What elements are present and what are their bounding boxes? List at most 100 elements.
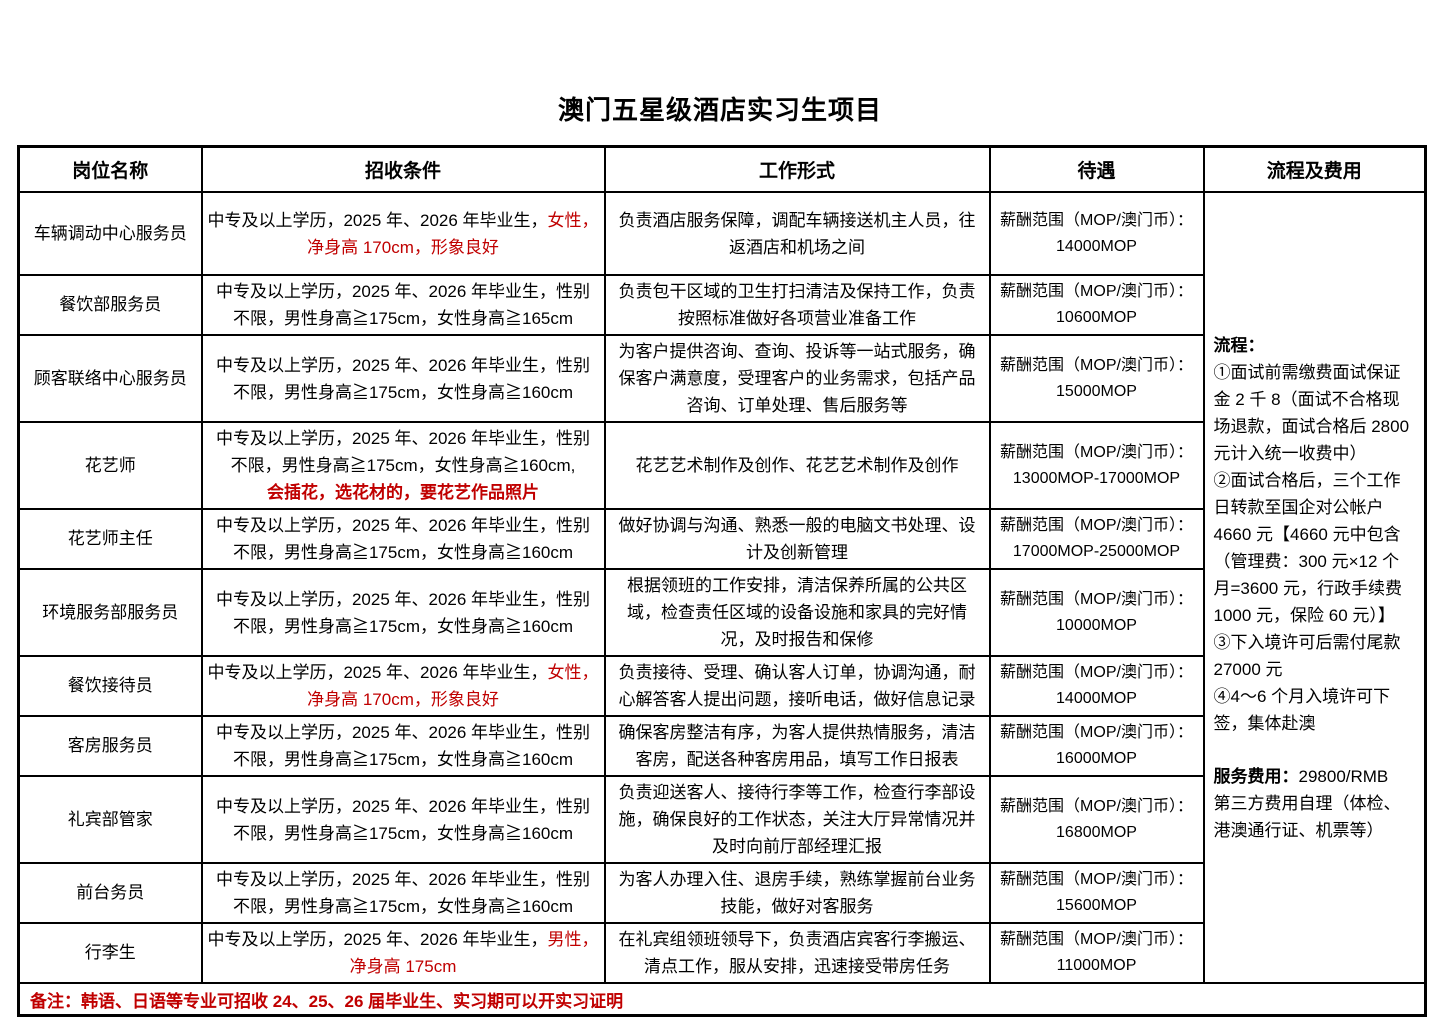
condition-cell: 中专及以上学历，2025 年、2026 年毕业生，男性， 净身高 175cm xyxy=(200,922,606,984)
header-row: 岗位名称 招收条件 工作形式 待遇 流程及费用 xyxy=(17,145,1427,193)
salary-value: 15000MOP xyxy=(1056,382,1137,400)
salary-prefix: 薪酬范围（MOP/澳门币）： xyxy=(1000,356,1193,374)
condition-line: 中专及以上学历，2025 年、2026 年毕业生，性别 xyxy=(207,793,600,820)
position-cell: 顾客联络中心服务员 xyxy=(17,334,203,423)
condition-text: 中专及以上学历，2025 年、2026 年毕业生， xyxy=(207,210,548,230)
column-header-conditions: 招收条件 xyxy=(200,145,606,193)
work-format-cell: 为客户提供咨询、查询、投诉等一站式服务，确保客户满意度，受理客户的业务需求，包括… xyxy=(603,334,991,423)
condition-cell: 中专及以上学历，2025 年、2026 年毕业生，女性， 净身高 170cm，形象… xyxy=(200,191,606,276)
salary-value: 14000MOP xyxy=(1056,237,1137,255)
condition-text: 不限，男性身高≧175cm，女性身高≧160cm xyxy=(232,897,574,916)
salary-cell: 薪酬范围（MOP/澳门币）： 15600MOP xyxy=(988,862,1205,924)
salary-value: 16800MOP xyxy=(1056,823,1137,841)
process-step: ①面试前需缴费面试保证金 2 千 8（面试不合格现场退款，面试合格后 2800 … xyxy=(1213,362,1410,463)
condition-text: 中专及以上学历，2025 年、2026 年毕业生，性别 xyxy=(215,355,591,375)
salary-prefix: 薪酬范围（MOP/澳门币）： xyxy=(1000,664,1193,681)
condition-cell: 中专及以上学历，2025 年、2026 年毕业生，性别 不限，男性身高≧175cm… xyxy=(200,862,606,924)
position-cell: 花艺师主任 xyxy=(17,508,203,570)
condition-line: 不限，男性身高≧175cm，女性身高≧160cm xyxy=(207,746,600,773)
condition-line: 中专及以上学历，2025 年、2026 年毕业生，性别 xyxy=(207,586,600,613)
salary-cell: 薪酬范围（MOP/澳门币）： 17000MOP-25000MOP xyxy=(988,508,1205,570)
condition-line: 不限，男性身高≧175cm，女性身高≧160cm, xyxy=(207,452,600,479)
position-cell: 行李生 xyxy=(17,922,203,984)
table-row: 行李生 中专及以上学历，2025 年、2026 年毕业生，男性， 净身高 175cm… xyxy=(17,922,1426,984)
position-cell: 礼宾部管家 xyxy=(17,775,203,864)
condition-text: 会插花，选花材的，要花艺作品照片 xyxy=(267,483,539,502)
condition-text: 不限，男性身高≧175cm，女性身高≧160cm xyxy=(232,382,574,402)
condition-line: 不限，男性身高≧175cm，女性身高≧160cm xyxy=(207,613,600,640)
condition-line: 中专及以上学历，2025 年、2026 年毕业生，性别 xyxy=(207,512,600,539)
table-header: 岗位名称 招收条件 工作形式 待遇 流程及费用 xyxy=(17,145,1427,193)
condition-text: 中专及以上学历，2025 年、2026 年毕业生， xyxy=(207,663,548,682)
position-cell: 车辆调动中心服务员 xyxy=(17,191,203,276)
condition-line: 中专及以上学历，2025 年、2026 年毕业生，女性， xyxy=(207,207,600,234)
table-row: 花艺师主任 中专及以上学历，2025 年、2026 年毕业生，性别 不限，男性身高≧… xyxy=(17,508,1426,570)
condition-line: 不限，男性身高≧175cm，女性身高≧160cm xyxy=(207,893,600,920)
condition-line: 不限，男性身高≧175cm，女性身高≧160cm xyxy=(207,539,600,566)
salary-cell: 薪酬范围（MOP/澳门币）： 14000MOP xyxy=(988,655,1205,717)
condition-text: 男性， xyxy=(547,930,599,949)
salary-cell: 薪酬范围（MOP/澳门币）： 10600MOP xyxy=(988,274,1205,336)
salary-prefix: 薪酬范围（MOP/澳门币）： xyxy=(1000,283,1193,300)
process-step: ③下入境许可后需付尾款 27000 元 xyxy=(1213,632,1401,679)
condition-text: 不限，男性身高≧175cm，女性身高≧160cm xyxy=(232,616,574,636)
condition-cell: 中专及以上学历，2025 年、2026 年毕业生，女性， 净身高 170cm，形象… xyxy=(200,655,606,717)
salary-prefix: 薪酬范围（MOP/澳门币）： xyxy=(1000,590,1193,608)
condition-line: 中专及以上学历，2025 年、2026 年毕业生，性别 xyxy=(207,278,600,305)
table-row: 车辆调动中心服务员 中专及以上学历，2025 年、2026 年毕业生，女性， 净身高… xyxy=(17,191,1427,984)
condition-text: 不限，男性身高≧175cm，女性身高≧160cm, xyxy=(230,456,576,475)
condition-line: 中专及以上学历，2025 年、2026 年毕业生，性别 xyxy=(207,352,600,379)
process-heading: 流程： xyxy=(1213,335,1265,355)
salary-value: 14000MOP xyxy=(1056,690,1137,707)
condition-cell: 中专及以上学历，2025 年、2026 年毕业生，性别 不限，男性身高≧175cm… xyxy=(200,568,606,657)
salary-value: 15600MOP xyxy=(1056,897,1137,914)
condition-text: 净身高 170cm，形象良好 xyxy=(307,690,499,709)
table-body: 车辆调动中心服务员 中专及以上学历，2025 年、2026 年毕业生，女性， 净身高… xyxy=(17,191,1427,1017)
salary-prefix: 薪酬范围（MOP/澳门币）： xyxy=(1000,931,1193,948)
internship-table: 岗位名称 招收条件 工作形式 待遇 流程及费用 车辆调动中心服务员 中专及以上学历… xyxy=(17,145,1427,1017)
spacer xyxy=(1214,737,1416,763)
work-format-cell: 负责接待、受理、确认客人订单，协调沟通，耐心解答客人提出问题，接听电话，做好信息… xyxy=(603,655,991,717)
table-row: 环境服务部服务员 中专及以上学历，2025 年、2026 年毕业生，性别 不限，男性… xyxy=(17,568,1426,657)
salary-value: 13000MOP-17000MOP xyxy=(1012,469,1181,487)
process-fees-cell: 流程： ①面试前需缴费面试保证金 2 千 8（面试不合格现场退款，面试合格后 28… xyxy=(1202,191,1427,984)
condition-text: 净身高 175cm xyxy=(349,957,457,976)
work-format-cell: 负责酒店服务保障，调配车辆接送机主人员，往返酒店和机场之间 xyxy=(603,191,991,276)
condition-line: 净身高 170cm，形象良好 xyxy=(207,686,600,713)
condition-line: 净身高 170cm，形象良好 xyxy=(207,234,600,261)
condition-text: 不限，男性身高≧175cm，女性身高≧160cm xyxy=(232,750,574,769)
table-row: 餐饮部服务员 中专及以上学历，2025 年、2026 年毕业生，性别 不限，男性身高… xyxy=(17,274,1426,336)
condition-text: 中专及以上学历，2025 年、2026 年毕业生，性别 xyxy=(215,429,591,448)
condition-text: 不限，男性身高≧175cm，女性身高≧160cm xyxy=(232,543,574,562)
condition-cell: 中专及以上学历，2025 年、2026 年毕业生，性别不限，男性身高≧175cm… xyxy=(200,775,606,864)
salary-cell: 薪酬范围（MOP/澳门币）： 16800MOP xyxy=(988,775,1205,864)
work-format-cell: 负责迎送客人、接待行李等工作，检查行李部设施，确保良好的工作状态，关注大厅异常情… xyxy=(603,775,991,864)
condition-text: 中专及以上学历，2025 年、2026 年毕业生，性别 xyxy=(215,589,591,609)
salary-prefix: 薪酬范围（MOP/澳门币）： xyxy=(1000,443,1193,461)
internship-table-container: 岗位名称 招收条件 工作形式 待遇 流程及费用 车辆调动中心服务员 中专及以上学历… xyxy=(17,145,1427,1017)
condition-line: 中专及以上学历，2025 年、2026 年毕业生，女性， xyxy=(207,659,600,686)
salary-prefix: 薪酬范围（MOP/澳门币）： xyxy=(1000,724,1193,741)
position-cell: 环境服务部服务员 xyxy=(17,568,203,657)
condition-cell: 中专及以上学历，2025 年、2026 年毕业生，性别 不限，男性身高≧175cm… xyxy=(200,715,606,777)
page-title: 澳门五星级酒店实习生项目 xyxy=(557,96,882,125)
note-row: 备注：韩语、日语等专业可招收 24、25、26 届毕业生、实习期可以开实习证明 xyxy=(17,982,1427,1017)
column-header-work-format: 工作形式 xyxy=(603,145,991,193)
condition-line: 不限，男性身高≧175cm，女性身高≧160cm xyxy=(207,379,600,406)
salary-prefix: 薪酬范围（MOP/澳门币）： xyxy=(1000,517,1193,534)
process-content: 流程： ①面试前需缴费面试保证金 2 千 8（面试不合格现场退款，面试合格后 28… xyxy=(1214,332,1416,844)
condition-line: 中专及以上学历，2025 年、2026 年毕业生，性别 xyxy=(207,425,600,452)
salary-cell: 薪酬范围（MOP/澳门币）： 10000MOP xyxy=(988,568,1205,657)
condition-text: 中专及以上学历，2025 年、2026 年毕业生，性别 xyxy=(215,796,591,816)
salary-cell: 薪酬范围（MOP/澳门币）： 11000MOP xyxy=(988,922,1205,984)
condition-text: 中专及以上学历，2025 年、2026 年毕业生，性别 xyxy=(215,516,591,535)
service-fee-label: 服务费用： xyxy=(1213,766,1299,786)
condition-cell: 中专及以上学历，2025 年、2026 年毕业生，性别 不限，男性身高≧175cm… xyxy=(200,334,606,423)
condition-line: 不限，男性身高≧175cm，女性身高≧160cm xyxy=(207,820,600,847)
column-header-salary: 待遇 xyxy=(988,145,1205,193)
process-step: ④4～6 个月入境许可下签，集体赴澳 xyxy=(1213,686,1391,733)
condition-text: 不限，男性身高≧175cm，女性身高≧165cm xyxy=(232,309,574,328)
position-cell: 客房服务员 xyxy=(17,715,203,777)
table-row: 礼宾部管家 中专及以上学历，2025 年、2026 年毕业生，性别不限，男性身高≧… xyxy=(17,775,1426,864)
salary-prefix: 薪酬范围（MOP/澳门币）： xyxy=(1000,871,1193,888)
